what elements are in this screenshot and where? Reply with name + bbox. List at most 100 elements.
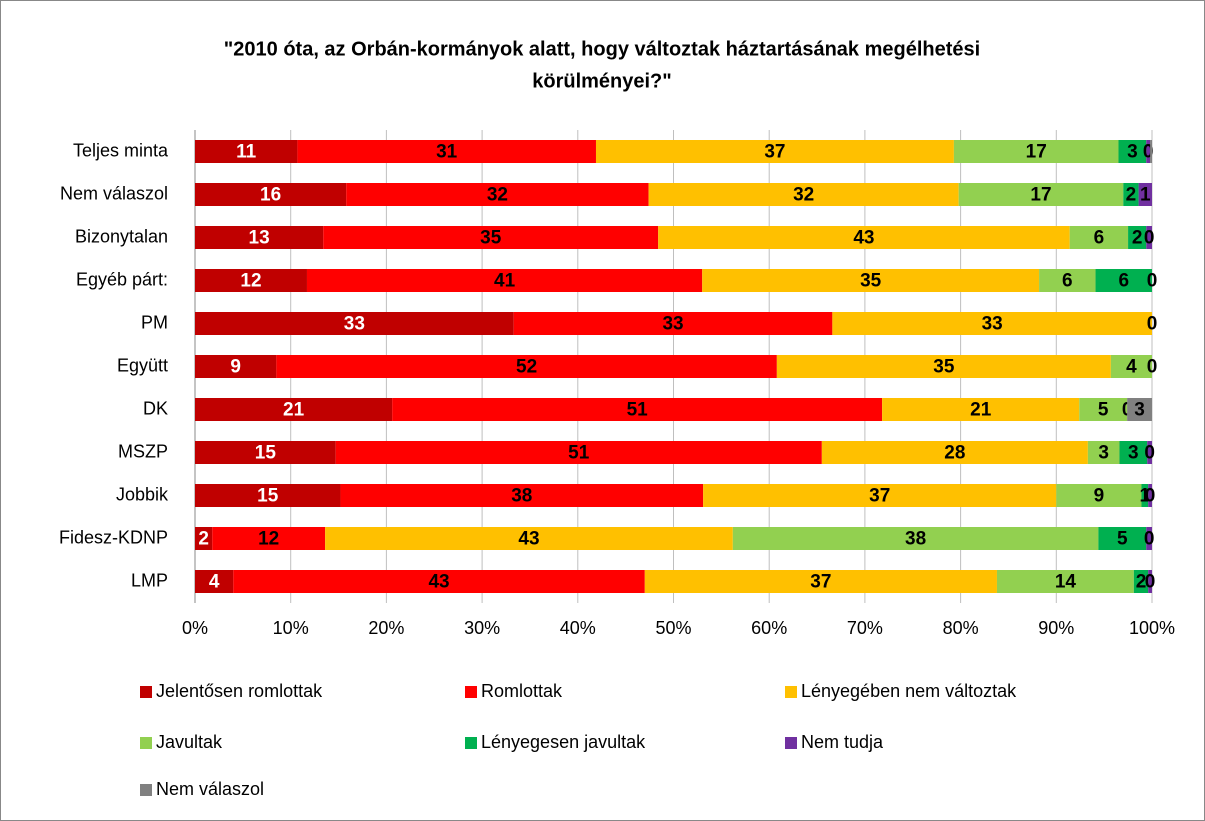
bar-segment — [335, 441, 822, 464]
data-label: 21 — [970, 400, 992, 421]
data-label: 37 — [869, 486, 890, 507]
data-label: 28 — [944, 443, 965, 464]
bar-segment — [1146, 140, 1151, 163]
y-tick-label: Egyéb párt: — [76, 269, 168, 289]
data-label: 4 — [1126, 357, 1137, 378]
x-tick-label: 0% — [182, 618, 208, 638]
y-tick-label: Bizonytalan — [75, 226, 168, 246]
data-label: 2 — [198, 529, 209, 550]
legend-swatch — [785, 737, 797, 749]
data-label: 15 — [257, 486, 279, 507]
bar-segment — [1127, 398, 1152, 421]
bar-segment — [648, 183, 959, 206]
bar-segment — [195, 140, 298, 163]
data-label: 17 — [1026, 142, 1047, 163]
bar-segment — [1138, 183, 1152, 206]
bar-segment — [1119, 441, 1148, 464]
data-label: 0 — [1147, 271, 1158, 292]
data-label: 2 — [1126, 185, 1137, 206]
bar-segment — [882, 398, 1080, 421]
data-label: 5 — [1098, 400, 1109, 421]
bar-segment — [195, 527, 213, 550]
data-label: 32 — [487, 185, 508, 206]
data-label: 33 — [344, 314, 365, 335]
data-label: 0 — [1147, 357, 1158, 378]
legend-label: Nem válaszol — [156, 779, 264, 799]
data-label: 35 — [933, 357, 955, 378]
y-tick-label: Jobbik — [116, 484, 169, 504]
x-tick-label: 70% — [847, 618, 883, 638]
legend-label: Javultak — [156, 732, 223, 752]
bar-segment — [323, 226, 659, 249]
bar-segment — [195, 183, 347, 206]
data-label: 41 — [494, 271, 516, 292]
data-label: 37 — [764, 142, 785, 163]
data-label: 4 — [209, 572, 220, 593]
y-tick-label: LMP — [131, 570, 168, 590]
bar-segment — [195, 441, 336, 464]
bar-segment — [195, 312, 514, 335]
legend-label: Lényegében nem változtak — [801, 681, 1017, 701]
legend-swatch — [785, 686, 797, 698]
x-tick-label: 90% — [1038, 618, 1074, 638]
bar-segment — [1148, 484, 1152, 507]
data-label: 9 — [230, 357, 241, 378]
bar-segment — [1128, 226, 1147, 249]
bar-segment — [1110, 355, 1152, 378]
legend-swatch — [465, 686, 477, 698]
x-tick-label: 50% — [655, 618, 691, 638]
bar-segment — [1095, 269, 1152, 292]
x-tick-label: 60% — [751, 618, 787, 638]
bar-segment — [1133, 570, 1149, 593]
y-tick-label: Együtt — [117, 355, 168, 375]
bar-segment — [195, 226, 324, 249]
bar-segment — [776, 355, 1111, 378]
data-label: 14 — [1055, 572, 1077, 593]
bar-segment — [1141, 484, 1149, 507]
bar-segment — [195, 398, 393, 421]
bar-segment — [996, 570, 1134, 593]
legend-label: Jelentősen romlottak — [156, 681, 323, 701]
data-label: 6 — [1094, 228, 1105, 249]
bar-segment — [1069, 226, 1129, 249]
bar-segment — [195, 484, 341, 507]
data-label: 3 — [1128, 443, 1139, 464]
bar-segment — [1123, 183, 1139, 206]
x-tick-label: 80% — [943, 618, 979, 638]
x-tick-label: 10% — [273, 618, 309, 638]
bar-segment — [595, 140, 954, 163]
bar-segment — [1146, 226, 1152, 249]
chart-title: körülményei?" — [532, 70, 672, 92]
data-label: 3 — [1134, 400, 1145, 421]
y-tick-label: Nem válaszol — [60, 183, 168, 203]
data-label: 35 — [860, 271, 882, 292]
bar-segment — [832, 312, 1152, 335]
x-tick-label: 30% — [464, 618, 500, 638]
bar-segment — [1098, 527, 1147, 550]
data-label: 5 — [1117, 529, 1128, 550]
bar-segment — [195, 355, 277, 378]
legend-swatch — [140, 686, 152, 698]
bar-segment — [702, 269, 1040, 292]
data-label: 0 — [1143, 142, 1154, 163]
bar-segment — [195, 570, 234, 593]
data-label: 35 — [480, 228, 502, 249]
data-label: 0 — [1144, 443, 1155, 464]
bar-segment — [1039, 269, 1096, 292]
bar-segment — [306, 269, 703, 292]
data-label: 12 — [240, 271, 261, 292]
data-label: 2 — [1136, 572, 1147, 593]
data-label: 3 — [1098, 443, 1109, 464]
bar-segment — [821, 441, 1088, 464]
data-label: 51 — [568, 443, 590, 464]
bar-segment — [703, 484, 1057, 507]
bar-segment — [732, 527, 1099, 550]
data-label: 31 — [436, 142, 458, 163]
data-label: 0 — [1147, 314, 1158, 335]
data-label: 33 — [982, 314, 1003, 335]
data-label: 43 — [428, 572, 449, 593]
data-label: 33 — [662, 314, 683, 335]
data-label: 43 — [518, 529, 539, 550]
y-tick-label: MSZP — [118, 441, 168, 461]
